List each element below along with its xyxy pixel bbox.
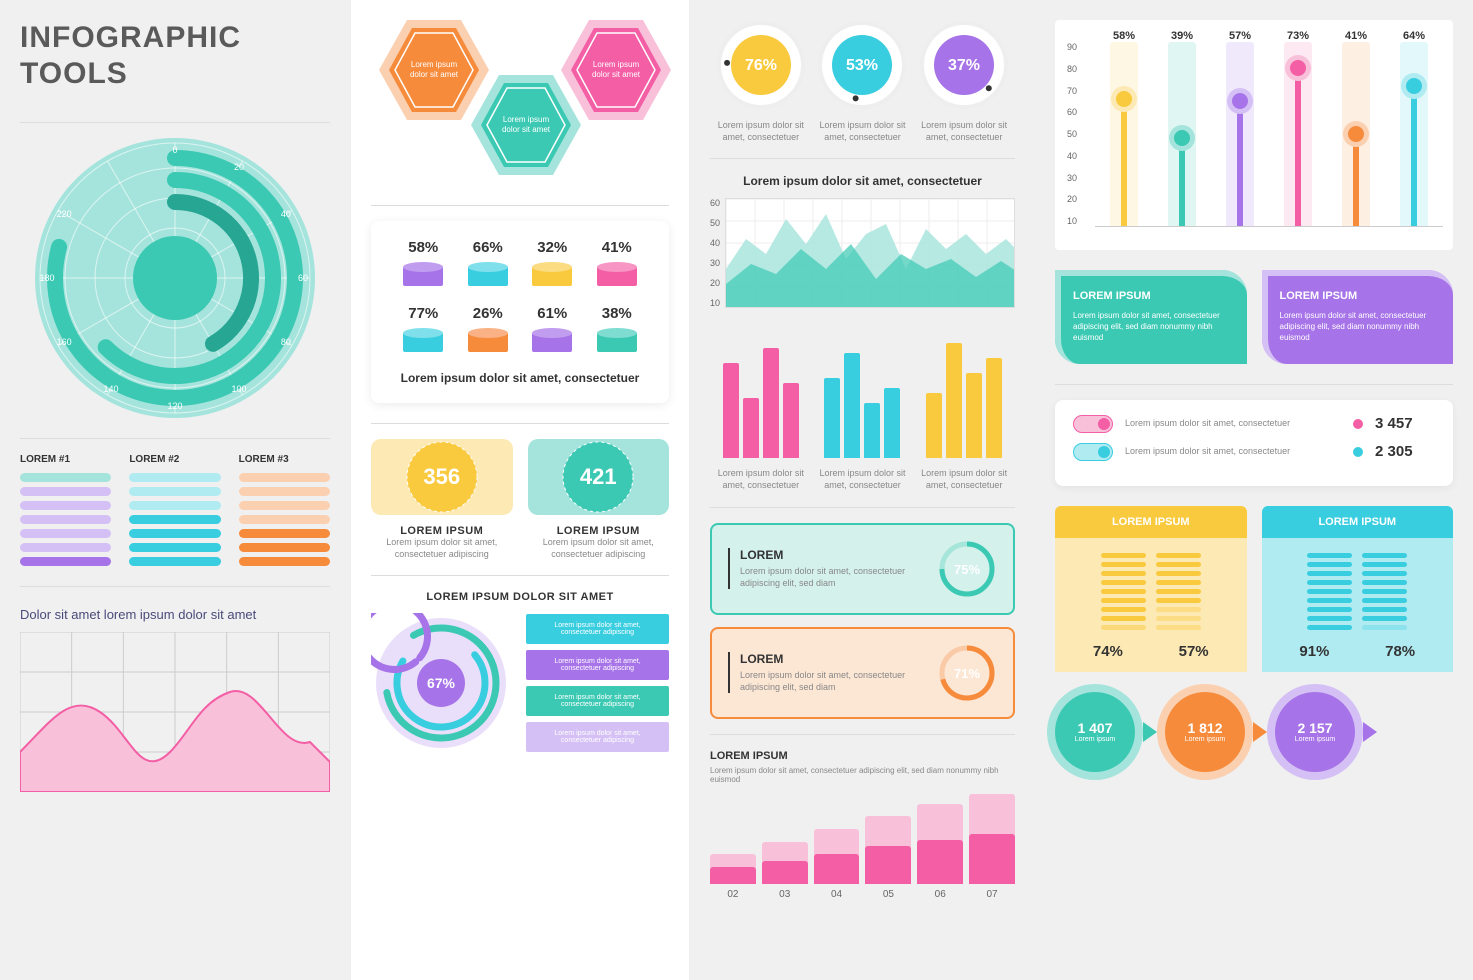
legend-item: Lorem ipsum dolor sit amet, consectetuer…	[526, 722, 669, 752]
cylinder-card: 58%66%32%41%77%26%61%38%Lorem ipsum dolo…	[371, 221, 669, 403]
lollipop-col	[1327, 42, 1385, 226]
svg-text:53%: 53%	[846, 57, 878, 74]
donut-title: LOREM IPSUM DOLOR SIT AMET	[371, 591, 669, 603]
circle-stat: 1 812Lorem ipsum	[1165, 692, 1245, 772]
svg-text:37%: 37%	[948, 57, 980, 74]
lollipop-col	[1095, 42, 1153, 226]
slider-cards: LOREM IPSUM 74%57% LOREM IPSUM 91%78%	[1055, 506, 1453, 672]
svg-text:60: 60	[298, 273, 308, 283]
growth-title: LOREM IPSUM	[710, 750, 1015, 762]
toggle-row: Lorem ipsum dolor sit amet, consectetuer…	[1073, 415, 1435, 433]
column-2: Lorem ipsum dolor sit amet Lorem ipsum d…	[350, 0, 690, 980]
legend-item: Lorem ipsum dolor sit amet, consectetuer…	[526, 614, 669, 644]
growth-chart: LOREM IPSUM Lorem ipsum dolor sit amet, …	[710, 750, 1015, 900]
svg-text:140: 140	[103, 384, 118, 394]
circle-numbers: 1 407Lorem ipsum 1 812Lorem ipsum 2 157L…	[1055, 692, 1453, 772]
donut-section: LOREM IPSUM DOLOR SIT AMET 67% Lorem ips…	[371, 591, 669, 753]
lorem-col: LOREM #3	[239, 454, 330, 571]
svg-text:20: 20	[234, 162, 244, 172]
lorem-columns: LOREM #1LOREM #2LOREM #3	[20, 454, 330, 571]
gauge: 76%	[716, 20, 806, 110]
bar-group	[824, 328, 900, 458]
toggle-row: Lorem ipsum dolor sit amet, consectetuer…	[1073, 443, 1435, 461]
info-card: LOREMLorem ipsum dolor sit amet, consect…	[710, 627, 1015, 719]
toggle[interactable]	[1073, 415, 1113, 433]
lorem-col: LOREM #2	[129, 454, 220, 571]
area-chart-1	[20, 632, 330, 792]
gauge: 37%	[919, 20, 1009, 110]
badge-row: 356 421	[371, 439, 669, 515]
rounded-card: LOREM IPSUMLorem ipsum dolor sit amet, c…	[1055, 270, 1247, 364]
info-card: LOREMLorem ipsum dolor sit amet, consect…	[710, 523, 1015, 615]
arrow-icon	[1143, 722, 1157, 742]
area2-title: Lorem ipsum dolor sit amet, consectetuer	[710, 174, 1015, 188]
svg-text:120: 120	[167, 401, 182, 411]
circle-stat: 1 407Lorem ipsum	[1055, 692, 1135, 772]
cylinder: 38%	[597, 305, 637, 356]
arrow-icon	[1253, 722, 1267, 742]
badge: 421	[528, 439, 670, 515]
cylinder: 26%	[468, 305, 508, 356]
svg-text:220: 220	[57, 209, 72, 219]
grouped-bars	[710, 328, 1015, 458]
bar-group	[723, 328, 799, 458]
column-3: 76% 53% 37% Lorem ipsum dolor sit amet, …	[690, 0, 1035, 980]
lollipop-col	[1269, 42, 1327, 226]
svg-text:71%: 71%	[954, 666, 980, 681]
svg-text:180: 180	[39, 273, 54, 283]
bar-group	[926, 328, 1002, 458]
gauge-row: 76% 53% 37%	[710, 20, 1015, 110]
main-title: INFOGRAPHICTOOLS	[20, 20, 330, 92]
info-cards: LOREMLorem ipsum dolor sit amet, consect…	[710, 523, 1015, 719]
badge: 356	[371, 439, 513, 515]
svg-text:76%: 76%	[745, 57, 777, 74]
svg-text:75%: 75%	[954, 562, 980, 577]
toggle-card: Lorem ipsum dolor sit amet, consectetuer…	[1055, 400, 1453, 486]
hexagon: Lorem ipsum dolor sit amet	[561, 20, 671, 120]
cylinder: 66%	[468, 239, 508, 290]
svg-text:80: 80	[281, 337, 291, 347]
lollipop-col	[1385, 42, 1443, 226]
donut-legend: Lorem ipsum dolor sit amet, consectetuer…	[526, 614, 669, 752]
column-4: 58%39%57%73%41%64% 908070605040302010 LO…	[1035, 0, 1473, 980]
donut-chart: 67%	[371, 613, 511, 753]
info-cards-2: LOREM IPSUMLorem ipsum dolor sit amet, c…	[1055, 270, 1453, 364]
cylinder: 58%	[403, 239, 443, 290]
arrow-icon	[1363, 722, 1377, 742]
slider-card: LOREM IPSUM 74%57%	[1055, 506, 1247, 672]
svg-text:100: 100	[231, 384, 246, 394]
slider-card: LOREM IPSUM 91%78%	[1262, 506, 1454, 672]
growth-sub: Lorem ipsum dolor sit amet, consectetuer…	[710, 766, 1015, 784]
cylinder: 61%	[532, 305, 572, 356]
svg-text:40: 40	[281, 209, 291, 219]
toggle[interactable]	[1073, 443, 1113, 461]
column-1: INFOGRAPHICTOOLS 0 20 40 60 80 100 120 140 160 18…	[0, 0, 350, 980]
svg-text:160: 160	[57, 337, 72, 347]
gauge: 53%	[817, 20, 907, 110]
legend-item: Lorem ipsum dolor sit amet, consectetuer…	[526, 650, 669, 680]
cylinder: 41%	[597, 239, 637, 290]
lollipop-chart: 58%39%57%73%41%64% 908070605040302010	[1055, 20, 1453, 250]
area1-title: Dolor sit amet lorem ipsum dolor sit ame…	[20, 607, 330, 622]
area-chart-2	[725, 198, 1015, 308]
hexagon-row: Lorem ipsum dolor sit amet Lorem ipsum d…	[371, 20, 669, 190]
circle-stat: 2 157Lorem ipsum	[1275, 692, 1355, 772]
radial-chart: 0 20 40 60 80 100 120 140 160 180 220	[35, 138, 315, 418]
svg-text:67%: 67%	[427, 675, 456, 691]
svg-text:0: 0	[172, 145, 177, 155]
cylinder: 77%	[403, 305, 443, 356]
lollipop-col	[1153, 42, 1211, 226]
lollipop-col	[1211, 42, 1269, 226]
legend-item: Lorem ipsum dolor sit amet, consectetuer…	[526, 686, 669, 716]
lorem-col: LOREM #1	[20, 454, 111, 571]
cylinder: 32%	[532, 239, 572, 290]
rounded-card: LOREM IPSUMLorem ipsum dolor sit amet, c…	[1262, 270, 1454, 364]
